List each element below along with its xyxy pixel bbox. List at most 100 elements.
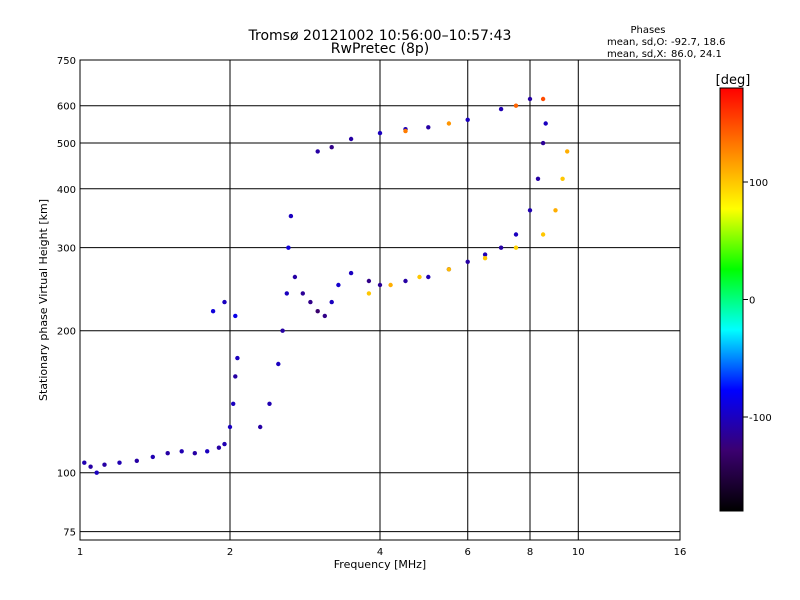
y-axis-ticks: 75 100 200 300 400 500 600 750 (57, 56, 76, 539)
y-tick-label: 200 (57, 327, 76, 338)
o-mode-point (258, 424, 263, 430)
o-mode-point (543, 121, 548, 126)
o-mode-point (315, 149, 320, 154)
x-tick-label: 10 (572, 547, 585, 558)
x-axis-label: Frequency [MHz] (334, 558, 426, 571)
o-mode-point (231, 401, 236, 406)
o-mode-point (233, 374, 238, 379)
o-mode-point (336, 282, 341, 288)
legend-title: Phases (630, 25, 665, 36)
o-mode-point (216, 445, 222, 450)
x-mode-point (482, 256, 488, 261)
o-mode-point (205, 449, 210, 454)
data-points (82, 96, 570, 475)
x-tick-label: 8 (527, 547, 533, 558)
chart-title: Tromsø 20121002 10:56:00–10:57:43 (248, 28, 512, 44)
o-mode-point (134, 458, 139, 463)
x-tick-label: 6 (465, 547, 471, 558)
o-mode-point (286, 245, 291, 250)
o-mode-point (322, 313, 327, 319)
o-mode-point (329, 145, 334, 150)
y-tick-label: 300 (57, 244, 76, 255)
o-mode-point (465, 259, 470, 264)
o-mode-point (540, 140, 546, 146)
y-tick-label: 600 (57, 102, 76, 113)
x-mode-point (513, 245, 519, 250)
o-mode-point (292, 274, 298, 280)
o-mode-point (465, 117, 470, 123)
o-mode-point (366, 278, 372, 284)
legend-x-values: 86.0, 24.1 (671, 49, 722, 60)
colorbar-label: [deg] (716, 73, 751, 88)
o-mode-point (222, 441, 227, 447)
plot-frame (79, 59, 681, 541)
x-mode-point (366, 291, 372, 296)
o-mode-point (426, 125, 431, 130)
x-mode-point (403, 128, 408, 134)
o-mode-point (527, 96, 533, 102)
o-mode-point (403, 278, 408, 284)
x-tick-label: 4 (377, 547, 383, 558)
x-mode-point (565, 149, 570, 154)
o-mode-point (482, 252, 488, 257)
x-mode-point (540, 232, 546, 237)
o-mode-point (300, 291, 305, 296)
o-mode-point (227, 424, 233, 430)
o-mode-point (179, 449, 184, 454)
o-mode-point (210, 309, 216, 314)
legend-box: Phases mean, sd,O: -92.7, 18.6 mean, sd,… (607, 25, 726, 60)
x-mode-point (540, 96, 546, 102)
y-tick-label: 400 (57, 185, 76, 196)
o-mode-point (165, 451, 170, 456)
o-mode-point (280, 328, 285, 333)
y-tick-label: 100 (57, 469, 76, 480)
o-mode-point (276, 361, 281, 367)
o-mode-point (315, 309, 320, 314)
o-mode-point (233, 313, 238, 319)
o-mode-point (192, 451, 197, 456)
grid-lines (80, 60, 680, 540)
o-mode-point (377, 282, 383, 288)
o-mode-point (88, 464, 93, 469)
y-tick-label: 75 (63, 528, 76, 539)
x-tick-label: 2 (227, 547, 233, 558)
colorbar-ticks: 100 0 -100 (743, 178, 772, 424)
y-tick-label: 750 (57, 56, 76, 67)
x-tick-label: 1 (77, 547, 83, 558)
x-axis-ticks: 1 2 4 6 8 10 16 (77, 547, 687, 558)
o-mode-point (117, 460, 122, 465)
o-mode-point (513, 232, 519, 237)
x-mode-point (560, 176, 565, 181)
o-mode-point (288, 213, 294, 219)
o-mode-point (527, 208, 533, 213)
x-mode-point (446, 121, 452, 126)
o-mode-point (308, 299, 313, 305)
colorbar-tick-label: 0 (749, 296, 755, 307)
x-mode-point (553, 208, 558, 213)
o-mode-point (348, 136, 354, 142)
o-mode-point (102, 462, 107, 467)
chart-subtitle: RwPretec (8p) (331, 41, 429, 57)
o-mode-point (267, 401, 272, 406)
x-mode-point (446, 267, 452, 272)
o-mode-point (235, 355, 240, 361)
o-mode-point (82, 460, 87, 465)
o-mode-point (498, 106, 504, 112)
x-tick-label: 16 (674, 547, 687, 558)
o-mode-point (426, 274, 431, 280)
colorbar-tick-label: 100 (749, 178, 768, 189)
colorbar-tick-label: -100 (749, 413, 772, 424)
legend-o-values: -92.7, 18.6 (671, 37, 726, 48)
o-mode-point (94, 470, 99, 475)
x-mode-point (417, 274, 422, 280)
o-mode-point (329, 299, 334, 305)
o-mode-point (535, 176, 541, 181)
legend-o-label: mean, sd,O: (607, 37, 668, 48)
o-mode-point (284, 291, 289, 296)
o-mode-point (222, 299, 227, 305)
o-mode-point (498, 245, 504, 250)
o-mode-point (348, 270, 354, 276)
o-mode-point (377, 130, 383, 136)
x-mode-point (513, 103, 519, 108)
